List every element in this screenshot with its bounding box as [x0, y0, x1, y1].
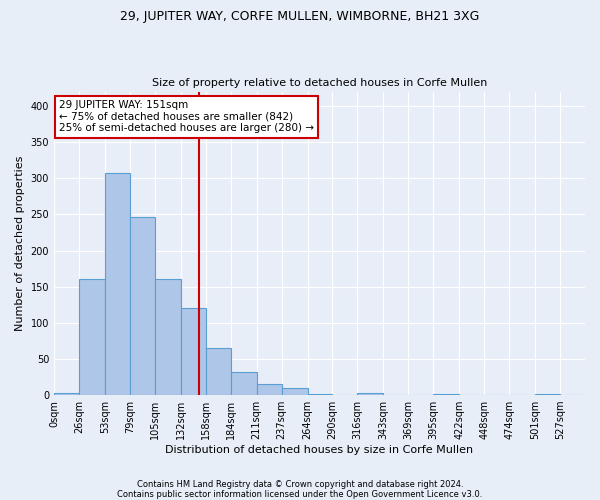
Bar: [231, 372, 257, 395]
Y-axis label: Number of detached properties: Number of detached properties: [15, 156, 25, 331]
Bar: [181, 308, 206, 395]
Title: Size of property relative to detached houses in Corfe Mullen: Size of property relative to detached ho…: [152, 78, 487, 88]
Bar: [358, 393, 383, 395]
Text: 29 JUPITER WAY: 151sqm
← 75% of detached houses are smaller (842)
25% of semi-de: 29 JUPITER WAY: 151sqm ← 75% of detached…: [59, 100, 314, 134]
Text: Contains public sector information licensed under the Open Government Licence v3: Contains public sector information licen…: [118, 490, 482, 499]
Bar: [257, 384, 281, 395]
Bar: [206, 348, 231, 395]
Bar: [433, 394, 459, 395]
Bar: [79, 280, 105, 395]
Bar: [308, 394, 332, 395]
Bar: [535, 394, 560, 395]
Bar: [54, 393, 79, 395]
Bar: [155, 280, 181, 395]
Text: Contains HM Land Registry data © Crown copyright and database right 2024.: Contains HM Land Registry data © Crown c…: [137, 480, 463, 489]
X-axis label: Distribution of detached houses by size in Corfe Mullen: Distribution of detached houses by size …: [166, 445, 473, 455]
Bar: [130, 218, 155, 395]
Text: 29, JUPITER WAY, CORFE MULLEN, WIMBORNE, BH21 3XG: 29, JUPITER WAY, CORFE MULLEN, WIMBORNE,…: [121, 10, 479, 23]
Bar: [105, 173, 130, 395]
Bar: [281, 388, 308, 395]
